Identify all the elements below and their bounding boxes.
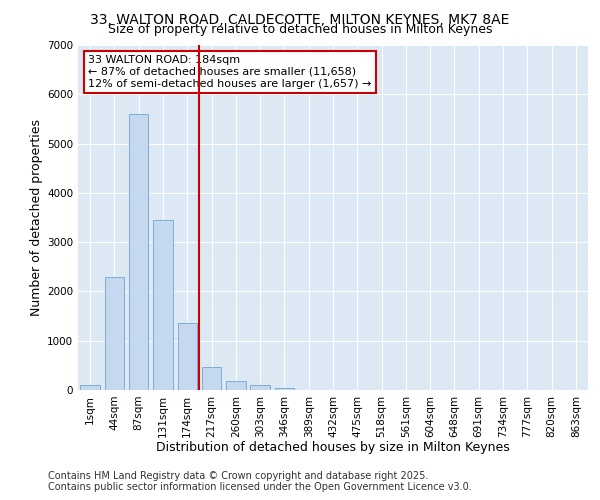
Y-axis label: Number of detached properties: Number of detached properties (30, 119, 43, 316)
Bar (105, 276, 124, 390)
Text: Contains HM Land Registry data © Crown copyright and database right 2025.
Contai: Contains HM Land Registry data © Crown c… (48, 471, 472, 492)
Bar (178, 324, 197, 390)
Bar (129, 114, 148, 390)
Bar (80, 385, 100, 390)
Bar (202, 368, 221, 390)
Text: 33, WALTON ROAD, CALDECOTTE, MILTON KEYNES, MK7 8AE: 33, WALTON ROAD, CALDECOTTE, MILTON KEYN… (91, 12, 509, 26)
Bar (250, 385, 270, 390)
Bar (275, 388, 294, 390)
Text: 33 WALTON ROAD: 184sqm
← 87% of detached houses are smaller (11,658)
12% of semi: 33 WALTON ROAD: 184sqm ← 87% of detached… (88, 56, 371, 88)
Bar (153, 220, 173, 390)
X-axis label: Distribution of detached houses by size in Milton Keynes: Distribution of detached houses by size … (156, 441, 510, 454)
Bar (226, 380, 245, 390)
Text: Size of property relative to detached houses in Milton Keynes: Size of property relative to detached ho… (108, 22, 492, 36)
